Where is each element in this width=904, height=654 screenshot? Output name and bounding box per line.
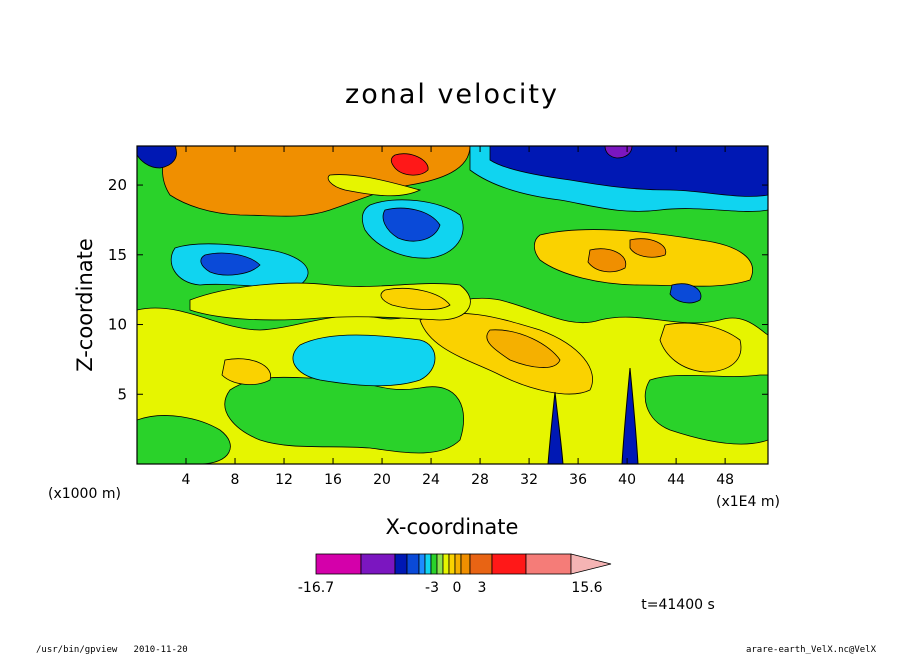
x-tick-label: 28: [471, 472, 489, 488]
contour-yellow-upperband: [327, 174, 422, 197]
colorbar-extend-arrow: [570, 553, 612, 575]
x-tick-label: 16: [324, 472, 342, 488]
velocity-field: [137, 146, 768, 464]
x-tick-label: 32: [520, 472, 538, 488]
x-axis-label: X-coordinate: [386, 515, 519, 539]
time-label: t=41400 s: [641, 597, 715, 613]
colorbar-bin: [454, 553, 462, 575]
colorbar-min-label: -16.7: [298, 580, 334, 596]
x-tick-label: 36: [569, 472, 587, 488]
z-unit-label: (x1000 m): [48, 486, 121, 502]
x-tick-label: 40: [618, 472, 636, 488]
colorbar-bin: [418, 553, 426, 575]
x-tick-label: 24: [422, 472, 440, 488]
colorbar-bin: [315, 553, 362, 575]
x-tick-label: 8: [231, 472, 240, 488]
contour-blue-mid: [382, 207, 441, 242]
plot-frame: [136, 145, 769, 465]
contour-orange-lowerright: [659, 322, 742, 373]
chart-title: zonal velocity: [345, 79, 559, 110]
colorbar-bin: [525, 553, 572, 575]
contour-orange-small: [380, 287, 451, 310]
colorbar-max-label: 15.6: [571, 580, 602, 596]
colorbar-bin: [469, 553, 493, 575]
colorbar-bin: [360, 553, 396, 575]
colorbar-bin: [436, 553, 444, 575]
colorbar: [315, 553, 612, 575]
colorbar-label-3: 3: [478, 580, 487, 596]
x-tick-label: 12: [275, 472, 293, 488]
contour-darkorange-right: [587, 248, 627, 273]
y-axis-label: Z-coordinate: [73, 238, 97, 372]
y-axis-ticks: 5 10 15 20: [108, 176, 768, 403]
colorbar-label-0: 0: [453, 580, 462, 596]
contour-blue-left: [200, 252, 261, 276]
x-unit-label: (x1E4 m): [716, 494, 780, 510]
contour-green-lower-2: [137, 415, 231, 464]
contour-orange-mid-inner: [486, 329, 561, 368]
contour-purple-top: [604, 146, 633, 159]
x-tick-label: 4: [182, 472, 191, 488]
colorbar-bin: [394, 553, 408, 575]
colorbar-bin: [442, 553, 450, 575]
contour-red-upper: [390, 153, 429, 176]
colorbar-bin: [406, 553, 420, 575]
x-axis-ticks: 4 8 12 16 20 24 28 32 36 40 44 48: [182, 146, 734, 488]
colorbar-bin: [460, 553, 471, 575]
y-tick-label: 15: [108, 246, 127, 264]
contour-blue-upperright: [489, 146, 768, 197]
footer-left: /usr/bin/gpview 2010-11-20: [36, 645, 188, 654]
x-tick-label: 48: [716, 472, 734, 488]
x-tick-label: 44: [667, 472, 685, 488]
contour-green-right: [644, 374, 768, 445]
x-tick-label: 20: [373, 472, 391, 488]
contour-blue-right: [669, 283, 702, 304]
colorbar-bin: [430, 553, 438, 575]
contour-darkorange-right-2: [629, 238, 667, 258]
contour-cyan-center: [292, 334, 436, 387]
contour-orange-right: [533, 229, 753, 287]
terrain-peak-40: [621, 367, 639, 464]
colorbar-bin: [448, 553, 456, 575]
colorbar-label-neg3: -3: [425, 580, 439, 596]
contour-blue-topleft: [137, 146, 177, 169]
footer-right: arare-earth_VelX.nc@VelX: [746, 645, 877, 654]
terrain-peak-34: [547, 391, 564, 464]
contour-orange-left: [221, 358, 271, 385]
colorbar-bin: [491, 553, 527, 575]
y-tick-label: 20: [108, 176, 127, 194]
y-tick-label: 5: [117, 385, 127, 403]
y-tick-label: 10: [108, 316, 127, 334]
colorbar-bin: [424, 553, 432, 575]
